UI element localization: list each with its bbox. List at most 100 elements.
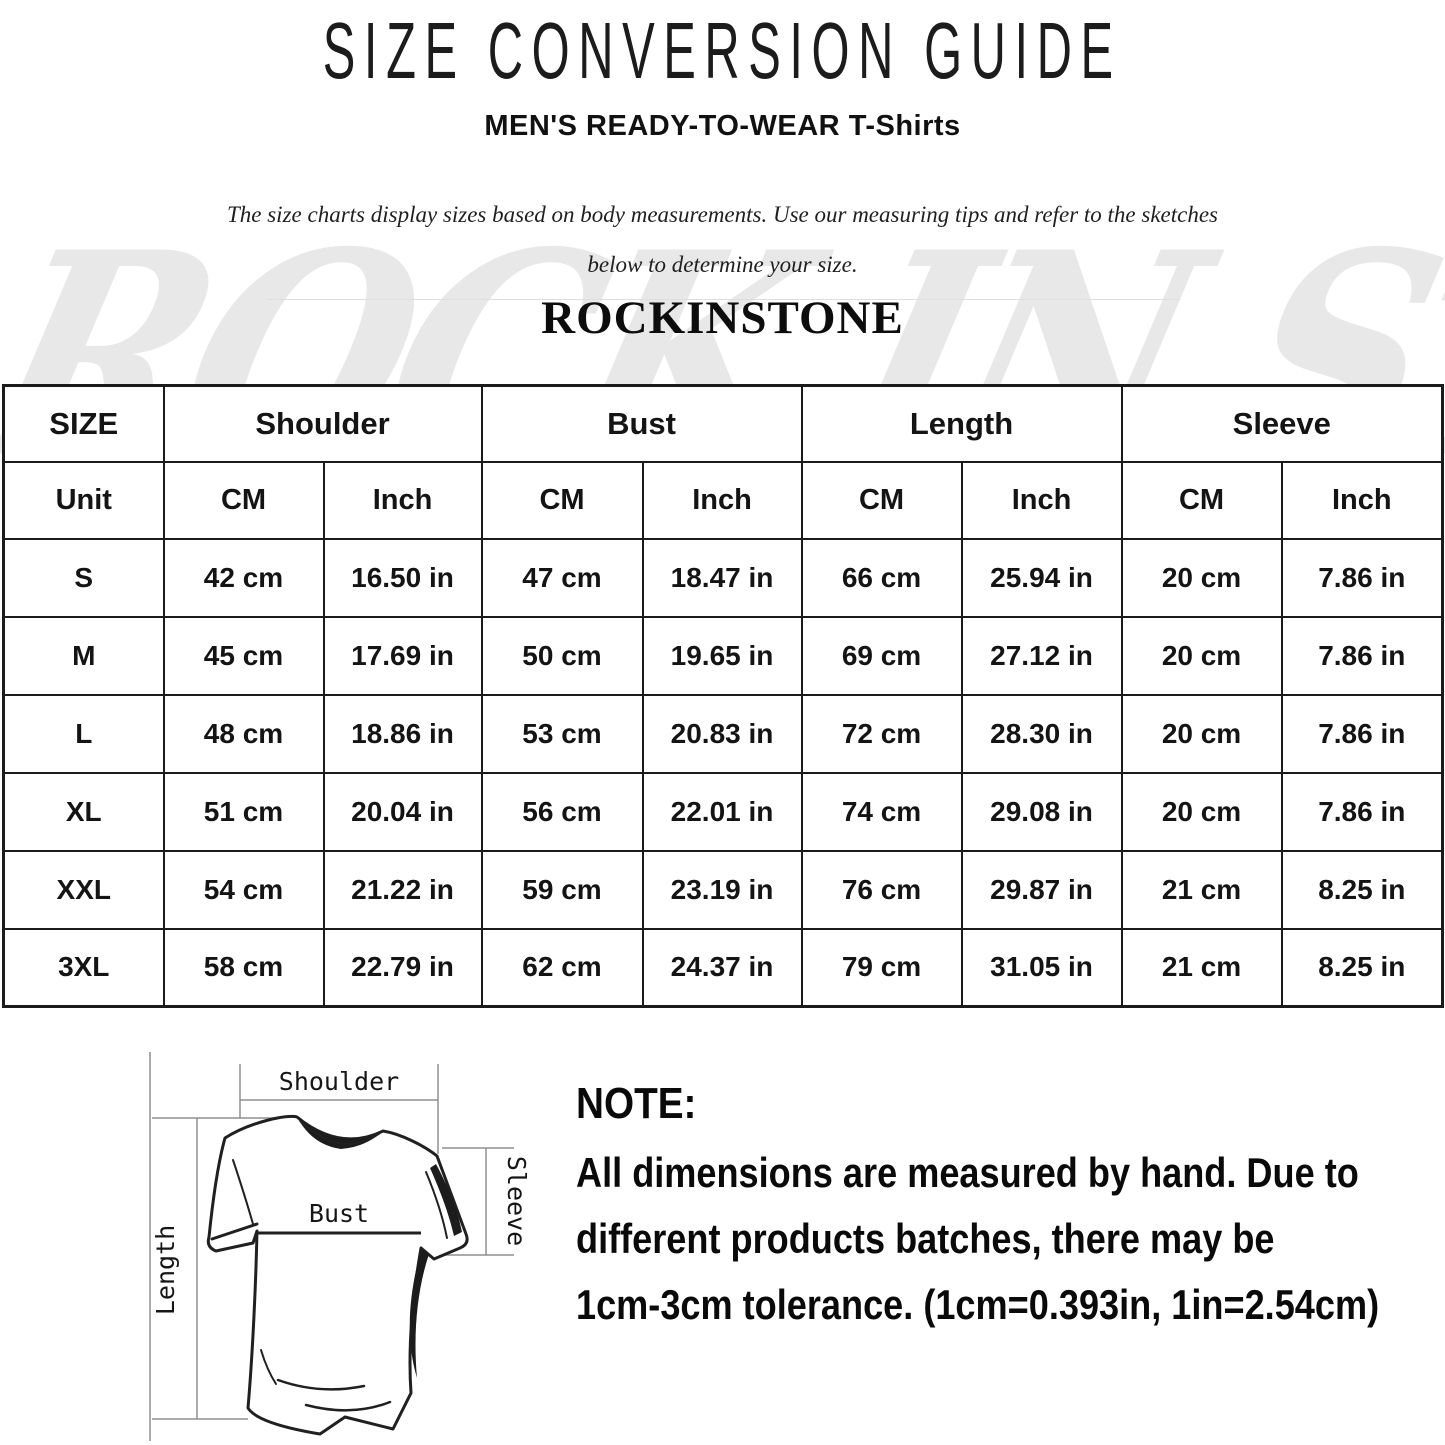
measurement-cell: 29.08 in bbox=[960, 771, 1123, 852]
measurement-cell: 25.94 in bbox=[960, 537, 1123, 618]
measurement-cell: 7.86 in bbox=[1280, 771, 1444, 852]
measurement-cell: 23.19 in bbox=[641, 849, 803, 930]
measurement-cell: 62 cm bbox=[480, 927, 644, 1008]
measurement-cell: 20 cm bbox=[1120, 771, 1283, 852]
measurement-cell: 20.04 in bbox=[322, 771, 483, 852]
size-label-cell: M bbox=[2, 615, 165, 696]
size-row: XXL 54 cm 21.22 in 59 cm 23.19 in 76 cm … bbox=[2, 849, 1444, 930]
table-header-row: SIZE Shoulder Bust Length Sleeve bbox=[2, 384, 1444, 463]
description: The size charts display sizes based on b… bbox=[0, 190, 1445, 290]
tshirt-outline bbox=[206, 1114, 469, 1436]
diagram-label-length: Length bbox=[151, 1225, 180, 1315]
measurement-cell: 54 cm bbox=[162, 849, 325, 930]
size-label-cell: 3XL bbox=[2, 927, 165, 1008]
brand-name: ROCKINSTONE bbox=[541, 292, 904, 344]
size-label-cell: XL bbox=[2, 771, 165, 852]
unit-cell: Inch bbox=[960, 460, 1123, 540]
measurement-cell: 69 cm bbox=[800, 615, 963, 696]
size-row: L 48 cm 18.86 in 53 cm 20.83 in 72 cm 28… bbox=[2, 693, 1444, 774]
page-title: SIZE CONVERSION GUIDE bbox=[323, 5, 1122, 96]
measurement-cell: 31.05 in bbox=[960, 927, 1123, 1008]
size-row: 3XL 58 cm 22.79 in 62 cm 24.37 in 79 cm … bbox=[2, 927, 1444, 1008]
measurement-cell: 58 cm bbox=[162, 927, 325, 1008]
sketch-folds bbox=[210, 1159, 448, 1412]
measurement-cell: 56 cm bbox=[480, 771, 644, 852]
note-line-1: All dimensions are measured by hand. Due… bbox=[576, 1149, 1359, 1196]
group-header-length: Length bbox=[800, 384, 1123, 463]
measurement-cell: 16.50 in bbox=[322, 537, 483, 618]
size-label-cell: L bbox=[2, 693, 165, 774]
measurement-cell: 53 cm bbox=[480, 693, 644, 774]
measurement-cell: 21 cm bbox=[1120, 849, 1283, 930]
size-row: M 45 cm 17.69 in 50 cm 19.65 in 69 cm 27… bbox=[2, 615, 1444, 696]
diagram-label-shoulder: Shoulder bbox=[279, 1067, 399, 1096]
measurement-cell: 66 cm bbox=[800, 537, 963, 618]
unit-cell: CM bbox=[162, 460, 325, 540]
measurement-cell: 17.69 in bbox=[322, 615, 483, 696]
measurement-cell: 29.87 in bbox=[960, 849, 1123, 930]
unit-cell: CM bbox=[800, 460, 963, 540]
note-heading: NOTE: bbox=[576, 1079, 697, 1128]
measurement-cell: 7.86 in bbox=[1280, 693, 1444, 774]
measurement-cell: 24.37 in bbox=[641, 927, 803, 1008]
measurement-cell: 18.86 in bbox=[322, 693, 483, 774]
description-line-2: below to determine your size. bbox=[587, 252, 858, 277]
note-line-2: different products batches, there may be bbox=[576, 1215, 1275, 1262]
measurement-cell: 22.01 in bbox=[641, 771, 803, 852]
unit-cell: Unit bbox=[2, 460, 165, 540]
measurement-cell: 51 cm bbox=[162, 771, 325, 852]
table-unit-row: Unit CM Inch CM Inch CM Inch CM Inch bbox=[2, 460, 1444, 540]
subtitle-main: MEN'S READY-TO-WEAR bbox=[484, 110, 841, 142]
measurement-cell: 20 cm bbox=[1120, 537, 1283, 618]
group-header-sleeve: Sleeve bbox=[1120, 384, 1444, 463]
measurement-cell: 21.22 in bbox=[322, 849, 483, 930]
measurement-cell: 59 cm bbox=[480, 849, 644, 930]
measurement-cell: 18.47 in bbox=[641, 537, 803, 618]
subtitle-accent: T-Shirts bbox=[848, 110, 961, 142]
measurement-cell: 20 cm bbox=[1120, 615, 1283, 696]
diagram-label-sleeve: Sleeve bbox=[502, 1156, 531, 1246]
measurement-cell: 22.79 in bbox=[322, 927, 483, 1008]
measurement-cell: 72 cm bbox=[800, 693, 963, 774]
measurement-cell: 47 cm bbox=[480, 537, 644, 618]
measurement-cell: 20.83 in bbox=[641, 693, 803, 774]
measurement-cell: 50 cm bbox=[480, 615, 644, 696]
collar-fill bbox=[297, 1117, 383, 1149]
divider-line bbox=[268, 299, 1180, 300]
measurement-cell: 7.86 in bbox=[1280, 615, 1444, 696]
measurement-cell: 21 cm bbox=[1120, 927, 1283, 1008]
unit-cell: CM bbox=[1120, 460, 1283, 540]
unit-cell: CM bbox=[480, 460, 644, 540]
measurement-cell: 20 cm bbox=[1120, 693, 1283, 774]
description-line-1: The size charts display sizes based on b… bbox=[226, 202, 1219, 227]
unit-cell: Inch bbox=[641, 460, 803, 540]
size-label-cell: XXL bbox=[2, 849, 165, 930]
size-label-cell: S bbox=[2, 537, 165, 618]
measurement-cell: 7.86 in bbox=[1280, 537, 1444, 618]
page-subtitle: MEN'S READY-TO-WEAR T-Shirts bbox=[0, 110, 1445, 143]
size-row: S 42 cm 16.50 in 47 cm 18.47 in 66 cm 25… bbox=[2, 537, 1444, 618]
note-line-3: 1cm-3cm tolerance. (1cm=0.393in, 1in=2.5… bbox=[576, 1281, 1380, 1328]
sleeve-shadow bbox=[430, 1164, 462, 1236]
measurement-cell: 74 cm bbox=[800, 771, 963, 852]
measurement-cell: 8.25 in bbox=[1280, 927, 1444, 1008]
measurement-cell: 76 cm bbox=[800, 849, 963, 930]
group-header-shoulder: Shoulder bbox=[162, 384, 483, 463]
measurement-cell: 45 cm bbox=[162, 615, 325, 696]
unit-cell: Inch bbox=[322, 460, 483, 540]
measurement-cell: 79 cm bbox=[800, 927, 963, 1008]
unit-cell: Inch bbox=[1280, 460, 1444, 540]
tshirt-diagram: Shoulder Bust Sleeve Length bbox=[149, 1052, 531, 1441]
measurement-cell: 8.25 in bbox=[1280, 849, 1444, 930]
size-table: SIZE Shoulder Bust Length Sleeve Unit CM… bbox=[2, 384, 1445, 1008]
measurement-cell: 19.65 in bbox=[641, 615, 803, 696]
size-row: XL 51 cm 20.04 in 56 cm 22.01 in 74 cm 2… bbox=[2, 771, 1444, 852]
measurement-cell: 48 cm bbox=[162, 693, 325, 774]
diagram-label-bust: Bust bbox=[309, 1199, 369, 1228]
note-section: NOTE: All dimensions are measured by han… bbox=[576, 1082, 1416, 1338]
collar-rim bbox=[299, 1120, 381, 1146]
measurement-cell: 28.30 in bbox=[960, 693, 1123, 774]
measurement-cell: 42 cm bbox=[162, 537, 325, 618]
body-shadow bbox=[409, 1250, 429, 1378]
